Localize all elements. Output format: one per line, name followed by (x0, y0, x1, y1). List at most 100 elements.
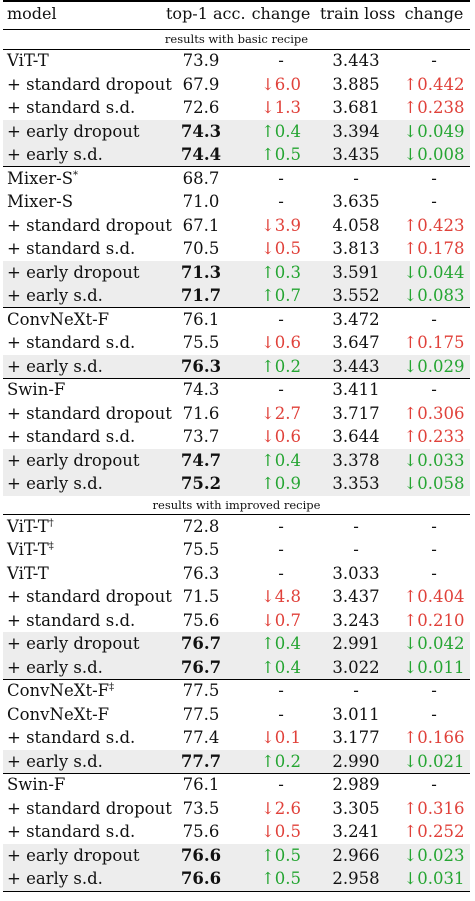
table-row: + early s.d. 76.6 ↑0.5 2.958 ↓0.031 (3, 867, 470, 891)
model-name: + standard dropout (7, 74, 172, 94)
top1-acc-cell: 75.2 (180, 474, 222, 493)
train-loss-cell: 3.435 (332, 145, 380, 164)
acc-change-cell: - (278, 540, 284, 559)
top1-acc-cell: 75.6 (182, 822, 220, 841)
results-table: model top-1 acc. change train loss chang… (3, 0, 470, 892)
table-row: ConvNeXt-F 76.1 - 3.472 - (3, 308, 470, 332)
model-cell: + standard dropout (7, 402, 172, 426)
model-name: ViT-T (7, 563, 49, 583)
header-acc-change: change (251, 4, 311, 23)
model-cell: + early dropout (7, 844, 140, 868)
loss-change-cell: ↓0.021 (403, 751, 465, 771)
acc-change-cell: ↓2.7 (260, 403, 302, 423)
loss-change-cell: - (431, 563, 437, 583)
train-loss-cell: 3.717 (332, 403, 380, 423)
train-loss-cell: 3.552 (332, 286, 380, 305)
train-loss-cell: 3.177 (332, 728, 380, 747)
table-body: results with basic recipe ViT-T 73.9 - 3.443… (3, 30, 470, 891)
loss-change-cell: ↑0.175 (403, 333, 465, 352)
header-train-loss: train loss (320, 4, 396, 23)
loss-change-cell: - (431, 192, 437, 211)
table-row: + standard s.d. 73.7 ↓0.6 3.644 ↑0.233 (3, 425, 470, 449)
loss-change-cell: ↓0.049 (403, 121, 465, 141)
model-cell: + standard s.d. (7, 331, 135, 355)
model-cell: Swin-F (7, 378, 65, 402)
top1-acc-cell: 76.3 (180, 356, 222, 376)
table-header: model top-1 acc. change train loss chang… (3, 0, 470, 30)
table-row: + standard s.d. 72.6 ↓1.3 3.681 ↑0.238 (3, 96, 470, 120)
loss-change-cell: ↓0.031 (403, 869, 465, 888)
model-name: ConvNeXt-F (7, 704, 110, 724)
top1-acc-cell: 72.8 (182, 516, 220, 536)
model-name: + standard s.d. (7, 728, 136, 747)
top1-acc-cell: 68.7 (182, 168, 220, 188)
loss-change-cell: ↑0.316 (403, 798, 465, 818)
group-rule (3, 377, 470, 379)
model-name: + early dropout (7, 262, 140, 282)
loss-change-cell: ↓0.023 (403, 845, 465, 865)
section-rule (3, 514, 470, 515)
table-row: + early s.d. 71.7 ↑0.7 3.552 ↓0.083 (3, 284, 470, 308)
acc-change-cell: ↑0.4 (260, 657, 302, 677)
acc-change-cell: ↓0.6 (260, 333, 302, 352)
table-row: + early s.d. 77.7 ↑0.2 2.990 ↓0.021 (3, 749, 470, 774)
train-loss-cell: 3.353 (332, 474, 380, 493)
model-name: Swin-F (7, 380, 66, 399)
top1-acc-cell: 74.4 (180, 145, 222, 164)
model-cell: + standard s.d. (7, 96, 135, 120)
top1-acc-cell: 77.7 (180, 751, 222, 771)
top1-acc-cell: 70.5 (182, 239, 220, 258)
table-row: + standard s.d. 75.5 ↓0.6 3.647 ↑0.175 (3, 331, 470, 355)
top1-acc-cell: 72.6 (182, 98, 220, 117)
top1-acc-cell: 74.7 (180, 450, 222, 470)
loss-change-cell: ↓0.011 (403, 657, 465, 677)
model-cell: + standard s.d. (7, 820, 135, 844)
table-row: + standard s.d. 75.6 ↓0.5 3.241 ↑0.252 (3, 820, 470, 844)
loss-change-cell: - (431, 51, 437, 70)
loss-change-cell: - (431, 516, 437, 536)
acc-change-cell: - (278, 192, 284, 211)
top1-acc-cell: 71.3 (180, 262, 222, 282)
model-cell: + early dropout (7, 632, 140, 656)
model-cell: + early s.d. (7, 750, 103, 774)
train-loss-cell: 3.394 (332, 121, 380, 141)
train-loss-cell: 3.022 (332, 657, 380, 677)
top1-acc-cell: 76.1 (182, 309, 220, 329)
footnote-mark: ‡ (109, 682, 115, 693)
loss-change-cell: ↑0.423 (403, 215, 465, 235)
model-name: + standard s.d. (7, 98, 136, 117)
loss-change-cell: - (431, 681, 437, 700)
top1-acc-cell: 73.7 (182, 427, 220, 446)
acc-change-cell: ↑0.7 (260, 286, 302, 305)
table-row: Mixer-S 71.0 - 3.635 - (3, 190, 470, 214)
loss-change-cell: ↑0.306 (403, 403, 465, 423)
group-rule (3, 307, 470, 308)
table-row: ViT-T† 72.8 - - - (3, 515, 470, 539)
model-cell: + standard dropout (7, 585, 172, 609)
section-title: results with improved recipe (152, 497, 321, 512)
train-loss-cell: - (353, 681, 359, 700)
loss-change-cell: ↓0.029 (403, 356, 465, 376)
train-loss-cell: 3.443 (332, 356, 380, 376)
train-loss-cell: 3.681 (332, 98, 380, 117)
train-loss-cell: 2.989 (332, 775, 380, 794)
model-name: + early s.d. (7, 751, 103, 771)
top1-acc-cell: 77.5 (182, 681, 220, 700)
train-loss-cell: 3.011 (332, 704, 380, 724)
group-rule (3, 166, 470, 167)
model-cell: + standard dropout (7, 73, 172, 97)
acc-change-cell: ↑0.4 (260, 121, 302, 141)
model-name: + standard s.d. (7, 333, 136, 352)
table-row: + standard dropout 67.9 ↓6.0 3.885 ↑0.442 (3, 73, 470, 97)
model-name: ViT-T (7, 51, 49, 70)
model-cell: + standard s.d. (7, 425, 135, 449)
acc-change-cell: - (278, 516, 284, 536)
model-name: ConvNeXt-F (7, 309, 110, 329)
model-name: + early s.d. (7, 657, 103, 677)
model-cell: + standard dropout (7, 797, 172, 821)
header-rule (3, 29, 470, 30)
footnote-mark: * (73, 169, 79, 181)
model-name: Mixer-S (7, 192, 74, 211)
top1-acc-cell: 71.0 (182, 192, 220, 211)
train-loss-cell: 2.990 (332, 751, 380, 771)
